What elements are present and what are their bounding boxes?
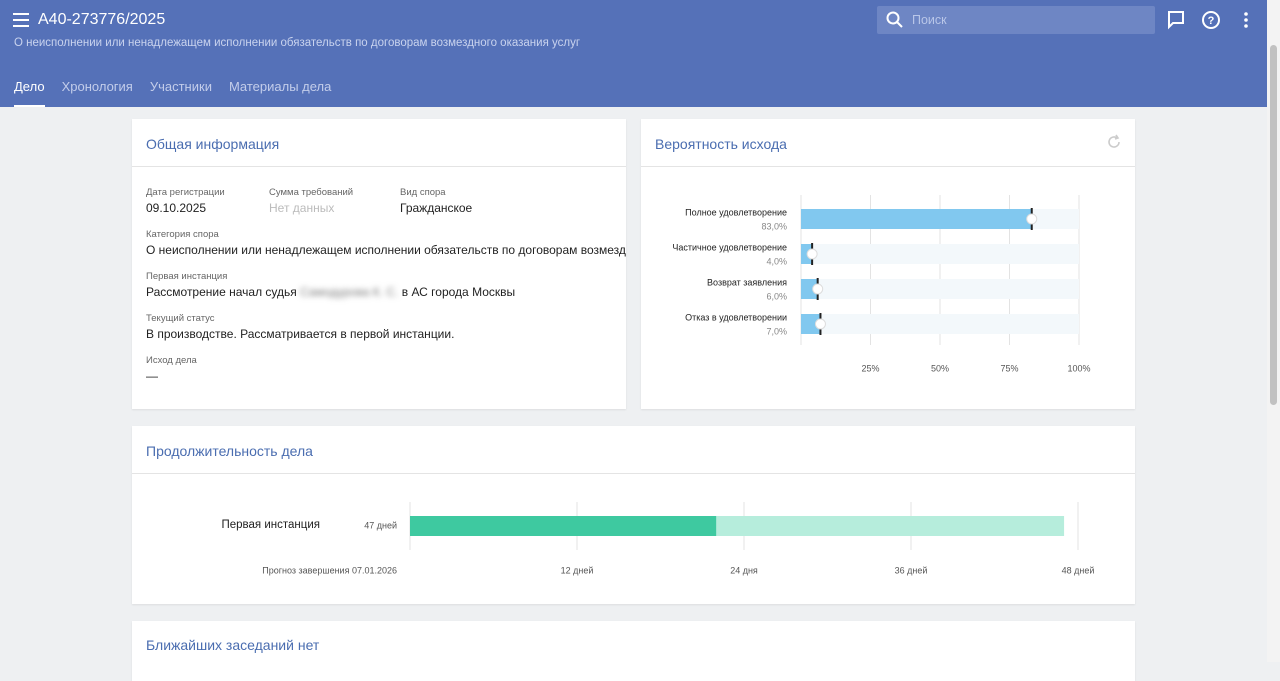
bar xyxy=(801,209,1032,229)
value-label: 4,0% xyxy=(766,256,787,266)
duration-card: Продолжительность дела xyxy=(132,426,1135,604)
x-tick-label: 100% xyxy=(1067,363,1090,373)
value-label: 7,0% xyxy=(766,326,787,336)
card-title: Вероятность исхода xyxy=(655,136,787,152)
x-tick-label: 25% xyxy=(861,363,879,373)
field-label: Категория спора xyxy=(146,229,219,240)
value-label: 83,0% xyxy=(761,221,787,231)
field-label: Первая инстанция xyxy=(146,271,228,282)
refresh-icon[interactable] xyxy=(1104,132,1124,152)
header-icons[interactable]: ? xyxy=(1164,8,1264,32)
category-label: Первая инстанция xyxy=(221,519,320,531)
x-tick-label: 24 дня xyxy=(730,565,758,575)
x-tick-label: 36 дней xyxy=(895,565,928,575)
x-tick-label: 12 дней xyxy=(561,565,594,575)
field-label: Сумма требований xyxy=(269,187,354,198)
case-number: А40-273776/2025 xyxy=(38,11,166,28)
category-label: Полное удовлетворение xyxy=(685,207,787,217)
field-value: Гражданское xyxy=(400,201,473,215)
value-label: 47 дней xyxy=(364,520,397,530)
field-value: О неисполнении или ненадлежащем исполнен… xyxy=(146,243,626,257)
scrollbar[interactable] xyxy=(1267,0,1280,662)
x-tick-label: 75% xyxy=(1000,363,1018,373)
card-title: Ближайших заседаний нет xyxy=(146,637,320,653)
tab[interactable]: Хронология xyxy=(61,79,133,94)
bar-handle xyxy=(812,283,824,295)
card-title: Продолжительность дела xyxy=(146,443,313,459)
bar-track xyxy=(801,244,1079,264)
x-tick-label: 50% xyxy=(931,363,949,373)
search-icon xyxy=(886,11,903,28)
search-placeholder: Поиск xyxy=(912,13,947,27)
field-value: В производстве. Рассматривается в первой… xyxy=(146,327,455,341)
tab[interactable]: Дело xyxy=(14,79,45,107)
bar-track xyxy=(801,279,1079,299)
value-label: 6,0% xyxy=(766,291,787,301)
bar-track xyxy=(801,314,1079,334)
tab[interactable]: Материалы дела xyxy=(228,79,332,94)
search-box[interactable]: Поиск xyxy=(877,6,1155,34)
category-label: Возврат заявления xyxy=(707,277,787,287)
field-label: Текущий статус xyxy=(146,313,215,324)
case-subject: О неисполнении или ненадлежащем исполнен… xyxy=(14,37,581,49)
bar-handle xyxy=(806,248,818,260)
field-value: Нет данных xyxy=(269,201,335,215)
field-label: Исход дела xyxy=(146,355,197,366)
field-value: Рассмотрение начал судья xyxy=(146,285,297,299)
category-label: Частичное удовлетворение xyxy=(672,242,787,252)
bar xyxy=(801,279,818,299)
field-value: в АС города Москвы xyxy=(401,285,516,299)
category-label: Отказ в удовлетворении xyxy=(685,312,787,322)
charts-layer: 25% 50% 75% 100% Полное удовлетворение 83,0% Ч… xyxy=(221,195,1095,575)
info-card: Общая информация Дата регистрации 09.10.2… xyxy=(132,119,626,409)
bar xyxy=(801,314,821,334)
forecast-note: Прогноз завершения 07.01.2026 xyxy=(262,565,397,575)
hidden-name: Самодурова К. С. xyxy=(300,285,399,299)
bar-handle xyxy=(814,318,826,330)
field-label: Дата регистрации xyxy=(146,187,225,198)
field-label: Вид спора xyxy=(400,187,446,198)
duration-bar xyxy=(410,516,717,536)
tabs: Дело Хронология Участники Материалы дела xyxy=(14,79,348,107)
bar xyxy=(801,244,813,264)
x-tick-label: 48 дней xyxy=(1062,565,1095,575)
menu-icon[interactable] xyxy=(11,10,31,30)
card-title: Общая информация xyxy=(146,136,280,152)
app-header: А40-273776/2025 О неисполнении или ненад… xyxy=(0,0,1267,107)
field-value: 09.10.2025 xyxy=(146,201,207,215)
svg-text:?: ? xyxy=(1208,15,1215,27)
tab[interactable]: Участники xyxy=(149,79,212,94)
field-value: — xyxy=(146,369,158,383)
bar-handle xyxy=(1026,213,1038,225)
